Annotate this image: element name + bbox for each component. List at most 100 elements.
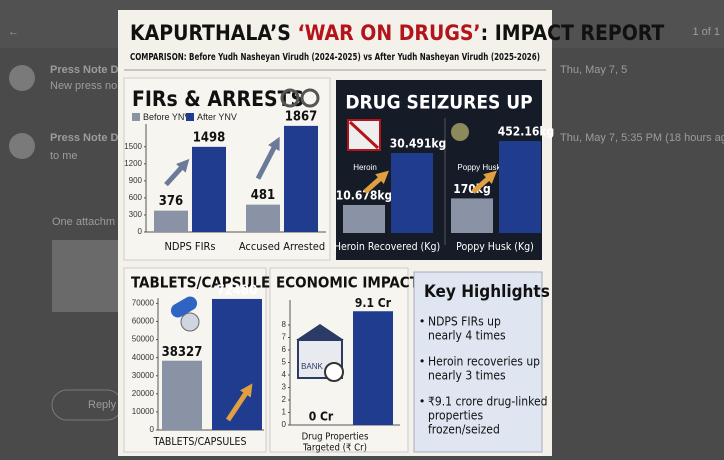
preview: New press no <box>50 80 117 92</box>
value-label: 38327 <box>162 345 203 360</box>
arrow-head <box>240 383 253 398</box>
value-label: 376 <box>159 194 183 209</box>
handcuff-icon <box>280 88 300 108</box>
date: Thu, May 7, 5:35 PM (18 hours ago) <box>560 132 724 144</box>
y-tick-label: 50000 <box>132 335 155 344</box>
bullet: • <box>420 314 424 328</box>
arrow <box>255 142 279 180</box>
highlights-title: Key Highlights <box>424 282 550 302</box>
legend-swatch <box>186 113 194 121</box>
title: KAPURTHALA’S ‘WAR ON DRUGS’: IMPACT REPO… <box>130 21 664 45</box>
value-label: 10.678kg <box>336 188 393 202</box>
y-tick-label: 2 <box>282 395 287 404</box>
x-tick-label: TABLETS/CAPSULES <box>153 436 247 448</box>
icon-label: Poppy Husk <box>457 163 501 172</box>
bar <box>391 153 433 233</box>
arrow-head <box>268 136 280 152</box>
y-tick-label: 60000 <box>132 317 155 326</box>
bar <box>499 141 541 233</box>
arrow-head <box>176 158 190 173</box>
y-tick-label: 7 <box>282 333 287 342</box>
back-icon[interactable]: ← <box>8 26 19 38</box>
highlight-text: frozen/seized <box>428 423 500 437</box>
bar <box>246 204 280 232</box>
infographic: KAPURTHALA’S ‘WAR ON DRUGS’: IMPACT REPO… <box>118 10 664 456</box>
panel-title: TABLETS/CAPSULES <box>131 274 280 292</box>
y-tick-label: 1 <box>282 408 287 417</box>
highlight-text: ₹9.1 crore drug-linked <box>428 395 547 409</box>
date: Thu, May 7, 5 <box>560 64 627 76</box>
arrow-head <box>375 170 389 184</box>
legend-label: After YNV <box>197 112 237 122</box>
value-label: 30.491kg <box>390 137 447 151</box>
bar <box>353 311 393 425</box>
title-highlight: ‘WAR ON DRUGS’ <box>297 21 480 45</box>
bar <box>192 146 226 232</box>
sender: Press Note D <box>50 64 119 76</box>
x-tick-label: NDPS FIRs <box>164 240 215 253</box>
highlight-text: nearly 3 times <box>428 369 506 383</box>
value-label: 72480 <box>217 283 258 298</box>
value-label: 452.16kg <box>498 125 555 139</box>
value-label: 1498 <box>193 130 226 145</box>
x-tick-label: Poppy Husk (Kg) <box>456 241 534 253</box>
panel-title: DRUG SEIZURES UP <box>345 92 532 114</box>
y-tick-label: 10000 <box>132 407 155 416</box>
y-tick-label: 20000 <box>132 389 155 398</box>
bullet: • <box>420 394 424 408</box>
recipient: to me <box>50 150 78 162</box>
y-tick-label: 3 <box>282 383 287 392</box>
highlight-text: NDPS FIRs up <box>428 315 501 329</box>
attachment-thumb[interactable] <box>52 240 118 312</box>
y-tick-label: 4 <box>282 370 287 379</box>
arrow-head <box>483 170 497 184</box>
panel-title: FIRs & ARRESTS <box>132 87 304 111</box>
value-label: 9.1 Cr <box>355 296 392 310</box>
attachments: One attachm <box>52 216 115 228</box>
legend-swatch <box>132 113 140 121</box>
value-label: 1867 <box>285 109 318 124</box>
value-label: 0 Cr <box>309 410 334 424</box>
icon-label: Heroin <box>353 163 377 172</box>
handcuff-icon <box>300 88 320 108</box>
title-part: : IMPACT REPORT <box>481 21 665 45</box>
y-tick-label: 0 <box>138 227 143 236</box>
bank-label: BANK <box>301 362 323 371</box>
y-tick-label: 0 <box>282 420 287 429</box>
subtitle: COMPARISON: Before Yudh Nasheyan Virudh … <box>130 52 540 63</box>
reply-label[interactable]: Reply <box>88 399 117 411</box>
x-tick-label: Drug Properties <box>302 432 369 443</box>
bar <box>154 210 188 232</box>
y-tick-label: 600 <box>129 193 143 202</box>
highlight-text: properties <box>428 409 483 423</box>
x-tick-label: Heroin Recovered (Kg) <box>334 241 440 253</box>
legend-label: Before YNV <box>143 112 190 122</box>
highlight-text: nearly 4 times <box>428 329 506 343</box>
value-label: 481 <box>251 188 275 203</box>
x-tick-label: Accused Arrested <box>239 240 325 253</box>
poppy-icon <box>451 123 469 141</box>
y-tick-label: 40000 <box>132 353 155 362</box>
y-tick-label: 6 <box>282 345 287 354</box>
bar <box>343 204 385 233</box>
counter: 1 of 1 <box>692 26 720 38</box>
pill-icon <box>170 296 198 318</box>
y-tick-label: 0 <box>150 425 155 434</box>
y-tick-label: 900 <box>129 176 143 185</box>
y-tick-label: 70000 <box>132 299 155 308</box>
y-tick-label: 8 <box>282 320 287 329</box>
bullet: • <box>420 354 424 368</box>
arrow <box>225 388 251 422</box>
y-tick-label: 1200 <box>124 159 142 168</box>
title-part: KAPURTHALA’S <box>130 21 297 45</box>
bar <box>284 125 318 232</box>
bank-icon <box>296 324 344 340</box>
highlight-text: Heroin recoveries up <box>428 355 540 369</box>
bar <box>162 360 202 430</box>
bar <box>451 198 493 233</box>
sender: Press Note D <box>50 132 119 144</box>
highlights-panel <box>413 271 543 453</box>
y-tick-label: 30000 <box>132 371 155 380</box>
y-tick-label: 300 <box>129 210 143 219</box>
